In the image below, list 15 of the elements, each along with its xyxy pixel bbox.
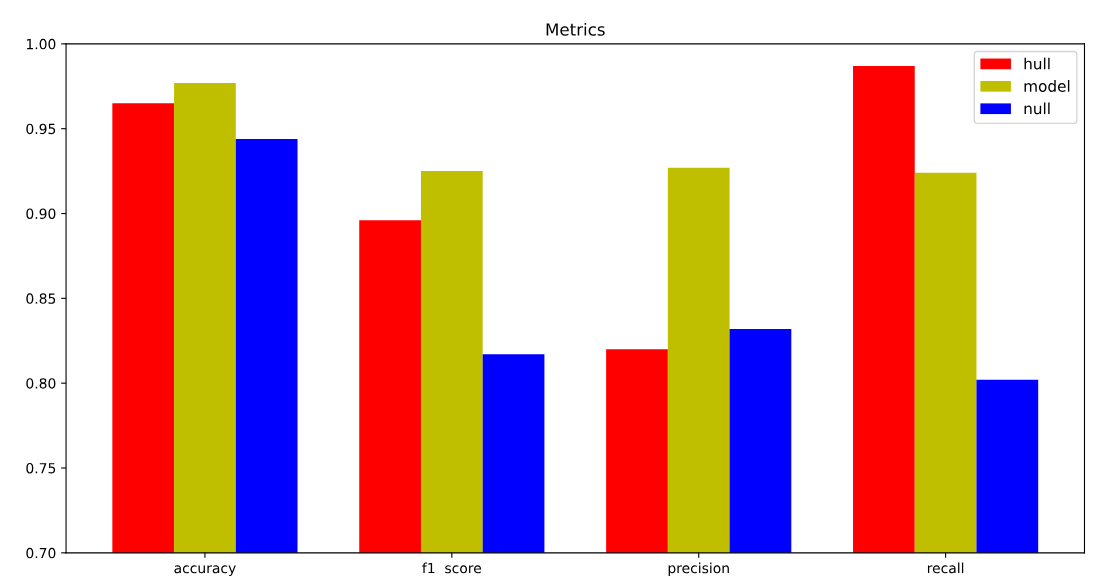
legend-label: hull <box>1024 57 1050 70</box>
legend-label: model <box>1024 80 1070 92</box>
chart-title: Metrics <box>546 22 605 36</box>
x-tick-label: f1 score <box>422 562 482 574</box>
y-tick-label: 1.00 <box>26 38 56 50</box>
x-tick-label: precision <box>668 562 729 576</box>
y-tick-label: 0.95 <box>26 123 56 135</box>
x-tick-label: accuracy <box>174 565 236 576</box>
y-tick-label: 0.70 <box>26 547 56 559</box>
y-tick-label: 0.85 <box>26 293 56 304</box>
y-tick-label: 0.80 <box>26 378 56 389</box>
legend-label: null <box>1024 102 1050 115</box>
x-tick-label: recall <box>927 562 964 574</box>
y-tick-label: 0.75 <box>26 462 56 474</box>
y-tick-label: 0.90 <box>26 208 56 219</box>
